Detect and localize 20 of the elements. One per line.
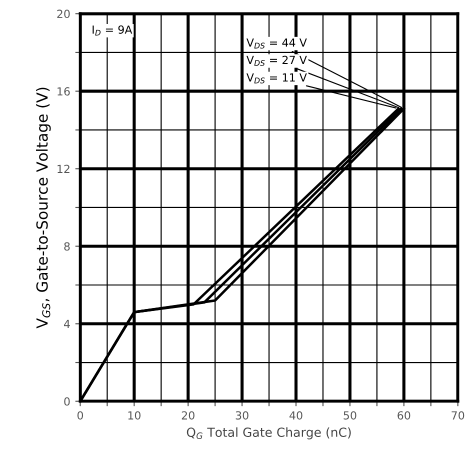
x-tick-label: 20: [182, 411, 194, 420]
y-tick-label: 8: [64, 242, 70, 251]
x-tick-label: 60: [398, 411, 410, 420]
text: V$_{DS}$ = 11 V: [246, 73, 307, 84]
x-tick-label: 10: [128, 411, 141, 420]
y-tick-label: 12: [58, 164, 70, 173]
annotation: I$_{D}$ = 9A: [92, 25, 132, 36]
x-tick-label: 0: [77, 411, 84, 420]
y-tick-label: 20: [57, 10, 70, 18]
y-axis-title: V$_{GS}$, Gate-to-Source Voltage (V): [36, 88, 51, 328]
y-tick-label: 0: [64, 397, 70, 406]
x-tick-label: 40: [289, 411, 302, 420]
x-tick-label: 70: [452, 411, 464, 420]
text: V$_{DS}$ = 27 V: [246, 56, 307, 66]
y-tick-label: 16: [58, 87, 70, 96]
text: V$_{DS}$ = 44 V: [246, 38, 307, 49]
x-tick-label: 30: [236, 411, 248, 420]
y-tick-label: 4: [64, 320, 70, 328]
x-axis-title: Q$_{G}$ Total Gate Charge (nC): [186, 427, 351, 440]
x-tick-label: 50: [344, 411, 356, 420]
